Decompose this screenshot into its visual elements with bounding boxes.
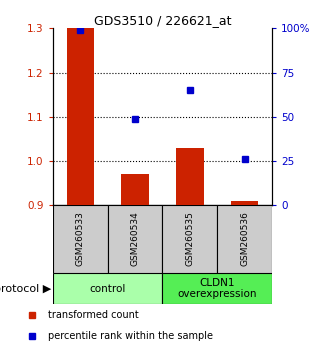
Text: transformed count: transformed count (48, 310, 139, 320)
Text: protocol ▶: protocol ▶ (0, 284, 52, 293)
Bar (108, 205, 162, 273)
Text: GSM260536: GSM260536 (240, 211, 249, 267)
Text: CLDN1
overexpression: CLDN1 overexpression (178, 278, 257, 299)
Text: GSM260533: GSM260533 (76, 211, 85, 267)
Text: GSM260535: GSM260535 (185, 211, 194, 267)
Bar (176, 148, 204, 205)
Text: control: control (89, 284, 126, 293)
Text: GSM260534: GSM260534 (131, 212, 140, 266)
Bar (67, 28, 94, 205)
Text: percentile rank within the sample: percentile rank within the sample (48, 331, 213, 341)
Bar (53, 273, 163, 304)
Title: GDS3510 / 226621_at: GDS3510 / 226621_at (94, 14, 231, 27)
Bar (217, 205, 272, 273)
Bar (121, 175, 149, 205)
Bar (162, 273, 272, 304)
Bar (162, 205, 217, 273)
Bar (231, 201, 258, 205)
Bar (53, 205, 108, 273)
